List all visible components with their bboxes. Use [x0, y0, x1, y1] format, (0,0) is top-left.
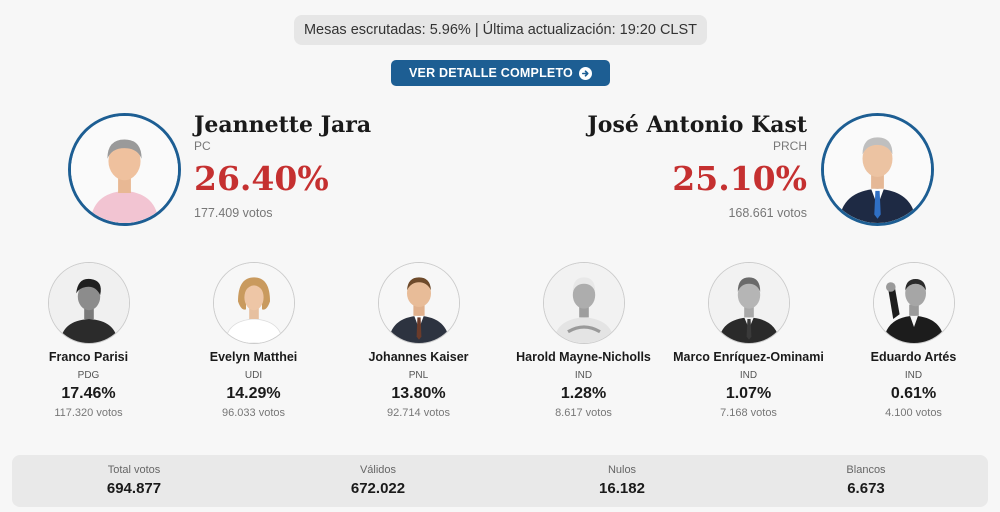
candidate-photo-kast: [821, 113, 934, 226]
candidate-pct: 1.28%: [560, 385, 607, 402]
main-candidate-party-kast: PRCH: [772, 139, 807, 153]
valid-votes-stat: Válidos 672.022: [256, 455, 500, 507]
candidate-party: UDI: [244, 370, 263, 381]
view-full-detail-button[interactable]: VER DETALLE COMPLETO: [391, 60, 610, 86]
candidate-pct: 1.07%: [725, 385, 772, 402]
candidate-votes: 96.033 votos: [222, 407, 285, 419]
candidate-photo-enriquez-ominami: [707, 262, 790, 344]
null-votes-stat: Nulos 16.182: [500, 455, 744, 507]
candidate-party: IND: [904, 370, 923, 381]
main-candidate-name-kast: José Antonio Kast: [587, 112, 807, 138]
stat-value: 6.673: [847, 480, 885, 497]
candidate-card-enriquez-ominami: Marco Enríquez-Ominami IND 1.07% 7.168 v…: [666, 262, 831, 419]
candidate-name: Eduardo Artés: [870, 350, 957, 364]
main-candidate-pct-kast: 25.10%: [672, 159, 807, 198]
candidate-party: PNL: [408, 370, 429, 381]
candidate-pct: 14.29%: [226, 385, 281, 402]
main-candidate-pct-jara: 26.40%: [194, 159, 329, 198]
candidate-photo-matthei: [212, 262, 295, 344]
total-votes-stat: Total votos 694.877: [12, 455, 256, 507]
candidate-photo-parisi: [47, 262, 130, 344]
vote-totals-bar: Total votos 694.877 Válidos 672.022 Nulo…: [12, 455, 988, 507]
view-full-detail-label: VER DETALLE COMPLETO: [409, 66, 573, 80]
candidate-card-artes: Eduardo Artés IND 0.61% 4.100 votos: [831, 262, 996, 419]
candidate-votes: 4.100 votos: [885, 407, 942, 419]
candidate-card-mayne-nicholls: Harold Mayne-Nicholls IND 1.28% 8.617 vo…: [501, 262, 666, 419]
candidate-party: IND: [574, 370, 593, 381]
candidate-card-parisi: Franco Parisi PDG 17.46% 117.320 votos: [6, 262, 171, 419]
candidate-name: Franco Parisi: [48, 350, 129, 364]
candidate-photo-mayne-nicholls: [542, 262, 625, 344]
candidate-votes: 117.320 votos: [54, 407, 123, 419]
main-candidate-name-jara: Jeannette Jara: [194, 112, 372, 138]
candidate-card-matthei: Evelyn Matthei UDI 14.29% 96.033 votos: [171, 262, 336, 419]
candidate-photo-jara: [68, 113, 181, 226]
candidate-name: Marco Enríquez-Ominami: [673, 350, 824, 364]
scrutiny-status-bar: Mesas escrutadas: 5.96% | Última actuali…: [294, 15, 707, 45]
candidate-party: IND: [739, 370, 758, 381]
candidate-card-kaiser: Johannes Kaiser PNL 13.80% 92.714 votos: [336, 262, 501, 419]
stat-label: Nulos: [607, 464, 637, 476]
candidate-photo-artes: [872, 262, 955, 344]
blank-votes-stat: Blancos 6.673: [744, 455, 988, 507]
candidate-votes: 8.617 votos: [555, 407, 612, 419]
candidate-name: Johannes Kaiser: [368, 350, 469, 364]
stat-value: 16.182: [599, 480, 645, 497]
stat-label: Total votos: [107, 464, 161, 476]
candidate-pct: 13.80%: [391, 385, 446, 402]
candidate-votes: 7.168 votos: [720, 407, 777, 419]
stat-value: 694.877: [106, 480, 162, 497]
arrow-circle-right-icon: [578, 66, 592, 80]
stat-value: 672.022: [350, 480, 406, 497]
main-candidate-party-jara: PC: [194, 139, 211, 153]
candidate-pct: 17.46%: [61, 385, 116, 402]
candidate-pct: 0.61%: [890, 385, 937, 402]
candidate-photo-kaiser: [377, 262, 460, 344]
candidate-votes: 92.714 votos: [387, 407, 450, 419]
stat-label: Blancos: [846, 464, 886, 476]
candidate-name: Harold Mayne-Nicholls: [516, 350, 651, 364]
scrutiny-status-text: Mesas escrutadas: 5.96% | Última actuali…: [303, 22, 698, 38]
main-candidate-votes-kast: 168.661 votos: [728, 206, 807, 220]
candidate-party: PDG: [77, 370, 100, 381]
main-candidate-votes-jara: 177.409 votos: [194, 206, 273, 220]
stat-label: Válidos: [359, 464, 397, 476]
candidate-name: Evelyn Matthei: [209, 350, 298, 364]
